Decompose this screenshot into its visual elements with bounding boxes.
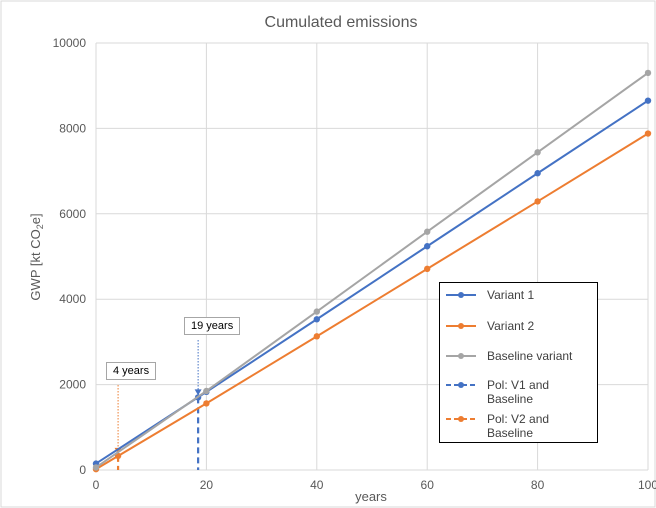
tick-labels: 0 2000 4000 6000 8000 10000 0 20 40 60 80 100	[53, 36, 656, 492]
series-3-point-20	[203, 387, 210, 395]
x-tick-label-0: 0	[93, 478, 100, 492]
legend-swatch-pol-v1	[446, 382, 476, 388]
x-tick-label-40: 40	[310, 478, 324, 492]
legend-label-variant-2: Variant 2	[487, 319, 535, 333]
legend-swatch-baseline	[446, 353, 476, 359]
series-2-point-80	[534, 198, 541, 205]
x-tick-label-100: 100	[638, 478, 656, 492]
legend-swatch-variant-1	[446, 292, 476, 298]
series-1-point-100	[644, 97, 652, 104]
series-3-point-40	[313, 308, 320, 315]
series-3-point-60	[424, 228, 431, 235]
series-3-point-0	[92, 464, 100, 471]
annotation-4-years: 4 years	[106, 362, 157, 380]
gridlines	[95, 42, 649, 471]
legend: Variant 1 Variant 2 Baseline variant Pol…	[439, 282, 598, 443]
legend-item-pol-v2: Pol: V2 and Baseline	[440, 409, 598, 441]
y-axis-label: GWP [kt CO2e]	[28, 213, 45, 300]
series-lines	[92, 69, 652, 473]
annotation-arrowhead-1	[194, 389, 202, 396]
series-1-point-40	[313, 316, 320, 323]
series-2-point-100	[644, 130, 652, 137]
series-3-point-80	[534, 149, 541, 156]
legend-item-variant-1: Variant 1	[440, 285, 598, 305]
x-tick-label-80: 80	[531, 478, 545, 492]
legend-swatch-variant-2	[446, 323, 476, 329]
legend-item-baseline: Baseline variant	[440, 346, 598, 366]
x-tick-label-20: 20	[200, 478, 214, 492]
series-line-2	[95, 132, 649, 471]
series-1-point-60	[424, 243, 431, 250]
legend-item-variant-2: Variant 2	[440, 316, 598, 336]
x-axis-label: years	[355, 489, 387, 504]
series-2-point-40	[313, 333, 320, 340]
y-tick-label-2000: 2000	[59, 378, 86, 392]
legend-label-pol-v1: Pol: V1 and Baseline	[487, 378, 550, 406]
y-tick-label-4000: 4000	[59, 292, 86, 306]
legend-label-baseline: Baseline variant	[487, 349, 573, 363]
series-2-point-60	[424, 265, 431, 273]
series-3-point-100	[644, 69, 652, 77]
y-tick-label-0: 0	[79, 463, 86, 477]
series-1-point-80	[534, 170, 541, 177]
y-tick-label-6000: 6000	[59, 207, 86, 221]
legend-swatch-pol-v2	[446, 416, 476, 422]
annotation-19-years: 19 years	[184, 317, 241, 335]
series-line-3	[95, 72, 649, 469]
legend-label-pol-v2: Pol: V2 and Baseline	[487, 412, 550, 440]
chart-title: Cumulated emissions	[265, 14, 418, 31]
series-2-point-20	[203, 400, 210, 407]
x-tick-label-60: 60	[421, 478, 435, 492]
legend-label-variant-1: Variant 1	[487, 288, 535, 302]
y-tick-label-10000: 10000	[53, 36, 87, 50]
legend-item-pol-v1: Pol: V1 and Baseline	[440, 375, 598, 407]
y-tick-label-8000: 8000	[59, 121, 86, 135]
